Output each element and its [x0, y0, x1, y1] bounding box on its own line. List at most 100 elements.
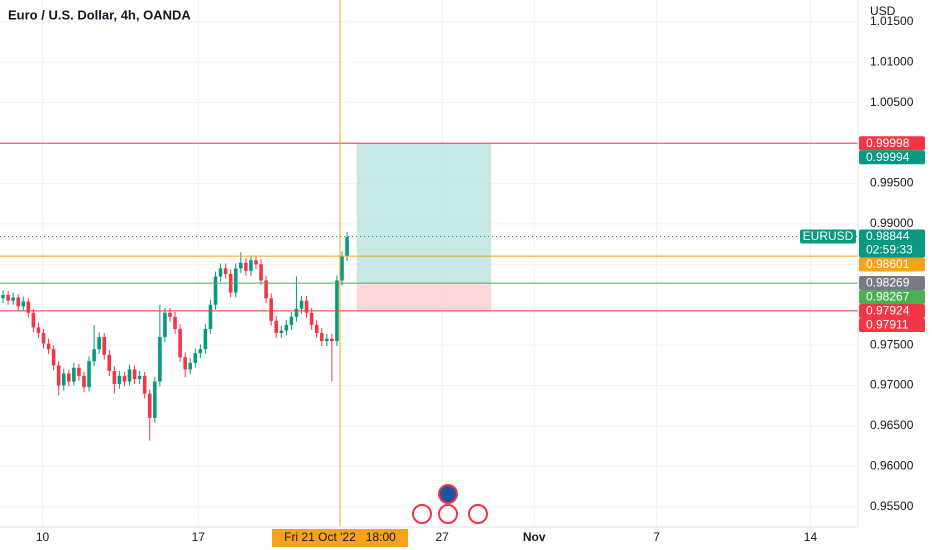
candle-body: [239, 262, 243, 269]
candle-body: [163, 312, 167, 338]
candle-body: [147, 393, 152, 418]
candle-body: [304, 300, 309, 313]
candle-body: [314, 324, 319, 334]
candle-body: [279, 330, 284, 334]
price-label-bg: [859, 275, 925, 290]
x-tick-label: 10: [36, 530, 50, 544]
candle-body: [233, 268, 238, 293]
price-label-bg: [859, 289, 925, 304]
price-label-bg: [859, 303, 925, 318]
candle-body: [122, 375, 127, 382]
candle-body: [259, 264, 263, 281]
price-label-bg: [859, 150, 925, 165]
y-tick-label: 0.99500: [870, 176, 914, 190]
candle-body: [218, 268, 223, 277]
price-label-bg: [859, 317, 925, 332]
event-icon[interactable]: [438, 504, 458, 524]
y-tick-label: 0.97500: [870, 337, 914, 351]
x-tick-label: Nov: [523, 530, 546, 544]
candle-body: [208, 304, 213, 329]
crosshair-label-bg: [271, 529, 408, 547]
x-tick-label: 17: [192, 530, 206, 544]
candle-body: [36, 327, 41, 334]
candle-body: [299, 300, 304, 309]
price-label-bg: [859, 257, 925, 272]
candle-body: [142, 375, 147, 394]
candle-body: [289, 316, 294, 325]
price-label: 0.99994: [866, 150, 910, 164]
candle-body: [11, 297, 15, 301]
candle-body: [21, 301, 26, 307]
x-tick-label: 14: [804, 530, 818, 544]
candle-body: [61, 373, 66, 386]
candle-body: [92, 349, 96, 362]
candle-body: [6, 295, 10, 301]
axis-unit: USD: [870, 4, 896, 18]
candle-body: [244, 262, 248, 271]
x-tick-label: 7: [653, 530, 660, 544]
candle-body: [26, 301, 31, 313]
candle-body: [249, 260, 253, 271]
candle-body: [137, 375, 142, 380]
candle-body: [16, 297, 21, 307]
candle-body: [97, 337, 101, 350]
candle-body: [173, 316, 177, 329]
candle-body: [319, 333, 324, 342]
candle-body: [153, 381, 157, 418]
candle-body: [330, 338, 334, 342]
price-label-bg: [859, 229, 925, 258]
price-label: 0.98601: [866, 257, 910, 271]
price-label-bg: [859, 136, 925, 151]
price-label: 0.98267: [866, 290, 910, 304]
countdown-label: 02:59:33: [866, 243, 913, 257]
event-icon[interactable]: [412, 504, 432, 524]
y-tick-label: 1.01500: [870, 14, 914, 28]
candle-body: [87, 361, 91, 388]
symbol-tag-bg: [800, 229, 856, 244]
candle-body: [31, 312, 36, 328]
candle-body: [183, 357, 187, 370]
event-icon[interactable]: [438, 484, 458, 504]
x-tick-label: 27: [435, 530, 449, 544]
y-tick-label: 1.01000: [870, 54, 914, 68]
price-label: 0.98269: [866, 276, 910, 290]
plot: [0, 0, 858, 527]
y-tick-label: 0.96000: [870, 459, 914, 473]
candle-body: [67, 373, 71, 382]
candle-body: [1, 295, 5, 299]
crosshair-label: Fri 21 Oct '22 18:00: [284, 530, 396, 544]
candle-body: [284, 324, 289, 331]
y-tick-label: 1.00500: [870, 95, 914, 109]
y-tick-label: 0.97000: [870, 378, 914, 392]
candle-body: [77, 367, 81, 376]
candle-body: [203, 328, 208, 350]
candle-body: [188, 362, 193, 370]
candle-body: [345, 236, 349, 257]
candle-body: [132, 369, 137, 380]
candle-body: [254, 260, 258, 265]
y-tick-label: 0.95500: [870, 499, 914, 513]
candle-body: [41, 333, 46, 344]
candle-body: [340, 256, 344, 281]
candle-body: [107, 354, 112, 372]
candle-body: [178, 328, 182, 358]
candle-body: [325, 338, 329, 342]
candle-body: [213, 276, 218, 305]
y-tick-label: 0.99000: [870, 216, 914, 230]
candle-body: [72, 367, 76, 382]
candle-body: [82, 375, 86, 388]
candle-body: [274, 320, 279, 334]
candle-body: [223, 268, 228, 275]
candle-body: [46, 343, 51, 350]
event-icons: [412, 484, 488, 524]
price-label: 0.98844: [866, 229, 910, 243]
price-label: 0.97911: [866, 318, 909, 332]
candle-body: [127, 369, 132, 382]
candle-body: [102, 337, 107, 355]
event-icon[interactable]: [468, 504, 488, 524]
candle-body: [269, 298, 273, 321]
candle-body: [294, 308, 299, 317]
candle-body: [168, 312, 172, 317]
candle-body: [158, 337, 162, 382]
